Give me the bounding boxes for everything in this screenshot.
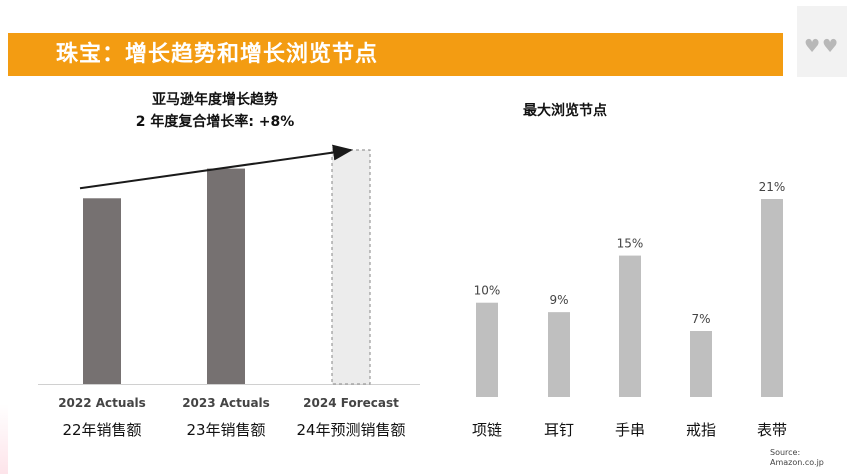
node-bar <box>619 255 641 397</box>
node-bar <box>761 199 783 397</box>
node-category-label: 耳钉 <box>544 421 574 439</box>
growth-category-label: 2024 Forecast <box>303 396 399 410</box>
actual-bar <box>83 198 121 384</box>
source-value: Amazon.co.jp <box>770 458 824 467</box>
source-note: Source: Amazon.co.jp <box>770 448 824 468</box>
actual-bar <box>207 168 245 384</box>
node-bar <box>690 331 712 397</box>
heart-icon: ♥ <box>804 36 821 57</box>
title-bar: 珠宝：增长趋势和增长浏览节点 <box>8 33 783 76</box>
node-category-label: 表带 <box>757 421 787 439</box>
nodes-chart-title: 最大浏览节点 <box>523 103 607 119</box>
logo: ♥ ♥ <box>797 6 847 77</box>
growth-sublabel: 22年销售额 <box>62 421 141 439</box>
node-data-label: 7% <box>691 312 710 326</box>
node-bar <box>548 312 570 397</box>
node-data-label: 10% <box>474 284 501 298</box>
forecast-bar <box>331 149 371 385</box>
corner-accent <box>0 404 8 474</box>
node-data-label: 21% <box>759 180 786 194</box>
trend-arrow <box>79 144 353 190</box>
growth-category-label: 2022 Actuals <box>58 396 146 410</box>
growth-chart-subtitle: 2 年度复合增长率: +8% <box>135 114 295 130</box>
node-bar <box>476 302 498 397</box>
node-data-label: 9% <box>549 293 568 307</box>
growth-category-label: 2023 Actuals <box>182 396 270 410</box>
node-data-label: 15% <box>617 237 644 251</box>
node-category-label: 手串 <box>615 421 645 439</box>
heart-icon: ♥ <box>822 36 839 57</box>
growth-chart-title: 亚马逊年度增长趋势 <box>152 92 278 108</box>
page-title: 珠宝：增长趋势和增长浏览节点 <box>56 42 379 67</box>
node-category-label: 戒指 <box>686 421 716 439</box>
growth-sublabel: 23年销售额 <box>186 421 265 439</box>
node-category-label: 项链 <box>472 421 502 439</box>
source-label: Source: <box>770 448 801 457</box>
growth-sublabel: 24年预测销售额 <box>296 421 405 439</box>
